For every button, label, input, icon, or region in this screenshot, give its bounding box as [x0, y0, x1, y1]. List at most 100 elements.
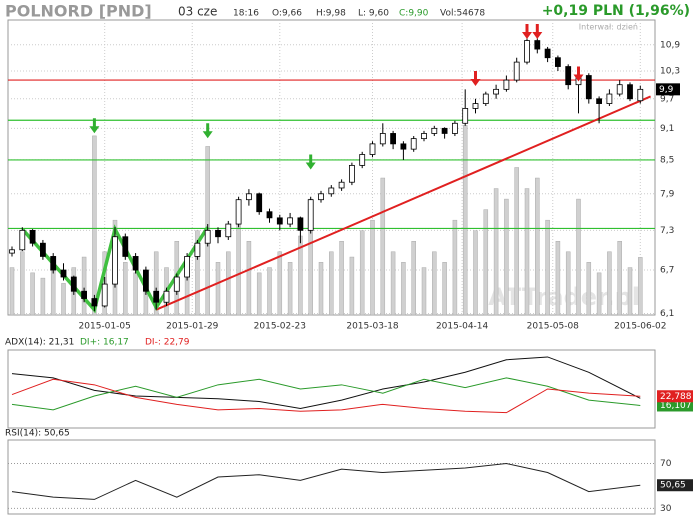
volume-bar [421, 267, 427, 316]
candle-body [503, 79, 510, 90]
candle-body [524, 40, 530, 63]
y-tick-label: 30 [660, 504, 672, 514]
change: +0,19 PLN (1,96%) [542, 3, 690, 19]
candle-body [245, 193, 252, 201]
volume-bar [318, 262, 324, 316]
ohlc-label: H:9,98 [316, 9, 346, 19]
volume-bar [133, 272, 138, 316]
volume-bar [596, 272, 602, 316]
candle-body [616, 84, 623, 95]
indicator-line [11, 356, 641, 410]
candle-body [410, 138, 417, 150]
indicator-line [11, 378, 641, 414]
volume-bar [535, 177, 540, 316]
volume-bar [123, 262, 128, 316]
candle-body [276, 217, 283, 225]
x-tick-label: 2015-02-23 [254, 322, 306, 332]
volume-bar [61, 283, 66, 316]
volume-bar [349, 256, 355, 316]
candle-body [153, 290, 160, 303]
y-tick-label: 8,5 [660, 155, 674, 165]
volume-bar [586, 262, 592, 316]
candle-body [307, 199, 314, 231]
volume-bar [401, 262, 406, 316]
volume-bar [153, 251, 159, 316]
candle-body [421, 133, 427, 140]
volume-bar [627, 267, 633, 316]
volume-bar [256, 272, 262, 316]
candle-body [266, 211, 273, 219]
volume-bar [524, 188, 530, 316]
candle-body [318, 193, 324, 201]
trend-line [155, 95, 651, 311]
y-tick-label: 6,7 [660, 266, 674, 276]
candle-body [338, 181, 345, 189]
candle-body [359, 154, 366, 166]
legend-entry: DI-: 22,79 [145, 338, 190, 348]
x-tick-label: 2015-04-14 [436, 322, 489, 332]
volume-bar [638, 257, 643, 316]
volume-bar [277, 251, 283, 316]
volume-bar [473, 230, 478, 316]
volume-bar [545, 219, 550, 316]
candle-body [451, 122, 458, 134]
volume-bar [514, 167, 519, 316]
end-label-box [657, 390, 693, 403]
arrow [89, 118, 100, 134]
candle-body [297, 217, 304, 231]
candle-body [50, 256, 57, 271]
volume-bar [370, 219, 375, 316]
candle-body [472, 103, 479, 109]
arrow [202, 123, 213, 139]
volume-bar [462, 125, 468, 316]
ohlc-label: O:9,66 [272, 9, 302, 19]
volume-bar [215, 262, 221, 316]
candle-body [379, 133, 386, 145]
candle-body [585, 75, 592, 100]
arrow [305, 154, 316, 170]
candle-body [482, 93, 489, 104]
volume-bar [504, 198, 509, 316]
volume-bar [287, 262, 293, 316]
x-tick-label: 2015-05-08 [527, 322, 580, 332]
candle-body [565, 66, 572, 86]
candle-body [112, 236, 118, 285]
y-tick-label: 7,3 [660, 226, 674, 236]
end-label-box [657, 479, 693, 492]
ohlc-label: L: 9,60 [358, 9, 389, 19]
chart-title: POLNORD [PND] [5, 2, 152, 21]
end-label-box [657, 399, 693, 412]
legend-entry: DI+: 16,17 [80, 338, 129, 348]
volume-bar [390, 251, 396, 316]
candle-body [534, 40, 541, 50]
y-tick-label: 9,1 [660, 124, 674, 134]
candle-body [431, 127, 438, 134]
candle-body [91, 298, 98, 307]
volume-bar [267, 267, 272, 316]
candle-body [40, 242, 46, 257]
arrow [470, 71, 481, 87]
volume-bar [555, 241, 561, 316]
candle-body [544, 48, 551, 59]
volume-bar [92, 135, 97, 316]
volume-bar [246, 241, 252, 316]
legend-entry: ADX(14): 21,31 [5, 338, 74, 348]
candle-body [348, 164, 355, 183]
indicator-line [11, 463, 641, 500]
end-label: 22,788 [660, 392, 692, 402]
x-tick-label: 2015-06-02 [614, 322, 666, 332]
candle-body [606, 93, 613, 104]
volume-bar [617, 241, 622, 316]
end-label: 16,107 [660, 401, 692, 411]
volume-bar [442, 262, 447, 316]
volume-bar [452, 219, 458, 316]
candle-body [225, 223, 232, 238]
candle-body [513, 61, 520, 81]
volume-bar [493, 188, 499, 316]
time: 18:16 [233, 9, 259, 19]
volume-bar [607, 251, 612, 316]
candle-body [163, 290, 170, 303]
volume-bar [9, 267, 15, 316]
rsi-panel [7, 439, 656, 515]
